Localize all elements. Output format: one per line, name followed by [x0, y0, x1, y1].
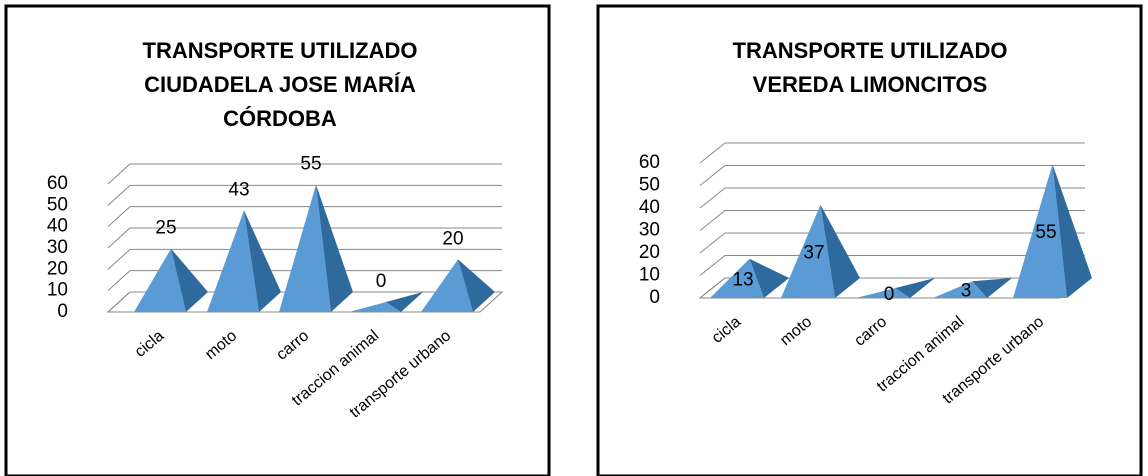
value-label: 55	[300, 154, 321, 175]
grid-line	[107, 184, 502, 206]
value-label: 13	[732, 269, 753, 290]
pyramid	[134, 248, 208, 312]
y-tick-label: 60	[47, 173, 68, 194]
y-tick-label: 60	[639, 152, 660, 173]
pyramid-side	[820, 204, 860, 298]
grid-line	[699, 255, 1085, 276]
pyramid-front	[933, 281, 987, 298]
pyramid-side	[972, 278, 1012, 298]
pyramid-front	[207, 210, 259, 312]
chart-title: TRANSPORTE UTILIZADO VEREDA LIMONCITOS	[732, 38, 1008, 97]
pyramid	[279, 184, 353, 312]
value-label: 37	[803, 242, 824, 263]
pyramid-front	[349, 302, 401, 312]
pyramid-side	[895, 278, 935, 298]
value-label: 20	[442, 228, 463, 249]
y-tick-label: 30	[47, 237, 68, 258]
grid-line	[107, 248, 502, 270]
pyramid	[933, 278, 1012, 298]
grid-line	[107, 227, 502, 249]
grid-line	[699, 142, 1085, 164]
pyramid-side	[316, 184, 353, 312]
grid-line	[699, 277, 1085, 299]
pyramid-side	[171, 248, 208, 312]
pyramid-front	[421, 259, 473, 312]
value-label: 25	[155, 218, 176, 239]
grid-line	[699, 165, 1085, 186]
value-label: 0	[376, 271, 387, 292]
grid-line	[107, 270, 502, 292]
value-label: 43	[228, 179, 249, 200]
pyramid-side	[749, 258, 789, 298]
grid-line	[699, 232, 1085, 254]
pyramid-side	[386, 292, 423, 312]
pyramid	[710, 258, 789, 298]
pyramid	[207, 210, 281, 312]
y-tick-label: 40	[639, 197, 660, 218]
y-tick-label: 50	[47, 194, 68, 215]
y-tick-label: 0	[649, 287, 660, 308]
y-tick-label: 20	[639, 242, 660, 263]
pyramid-front	[1013, 164, 1067, 298]
pyramid	[349, 292, 423, 312]
grid-line	[107, 163, 502, 185]
pyramid-front	[710, 258, 764, 298]
value-label: 3	[961, 281, 972, 302]
chart-frame	[4, 4, 551, 476]
y-tick-label: 10	[639, 265, 660, 286]
y-tick-label: 10	[47, 280, 68, 301]
pyramid-front	[279, 184, 331, 312]
value-label: 0	[884, 284, 895, 305]
pyramid-side	[244, 210, 281, 312]
grid-line	[699, 210, 1085, 231]
pyramid	[421, 259, 495, 312]
pyramid-front	[134, 248, 186, 312]
grid-line	[107, 206, 502, 228]
y-tick-label: 40	[47, 216, 68, 237]
y-tick-label: 50	[639, 175, 660, 196]
grid-line	[699, 187, 1085, 209]
pyramid-side	[1052, 164, 1092, 298]
pyramid	[856, 278, 935, 298]
pyramid-front	[781, 204, 835, 298]
y-tick-label: 30	[639, 220, 660, 241]
y-tick-label: 0	[57, 301, 68, 322]
pyramid-side	[458, 259, 495, 312]
value-label: 55	[1035, 222, 1056, 243]
chart-title: TRANSPORTE UTILIZADO CIUDADELA JOSE MARÍ…	[142, 38, 418, 131]
pyramid	[781, 204, 860, 298]
pyramid-front	[856, 288, 910, 298]
y-tick-label: 20	[47, 258, 68, 279]
pyramid	[1013, 164, 1092, 298]
grid-line	[107, 291, 502, 313]
